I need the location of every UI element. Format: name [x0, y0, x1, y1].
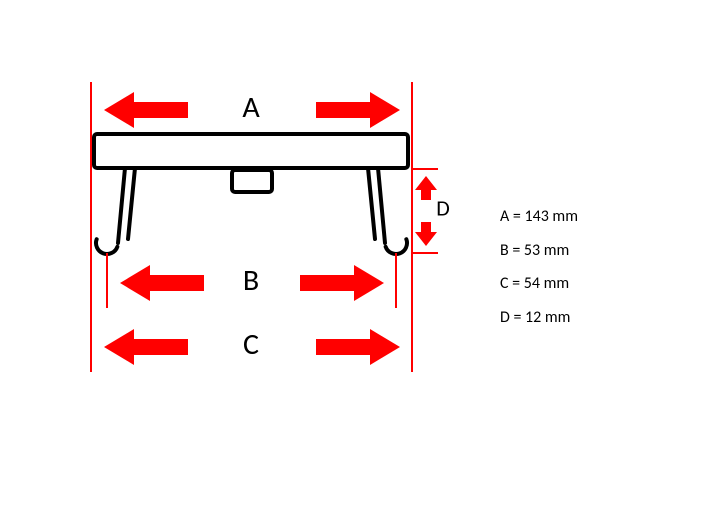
svg-text:D: D — [436, 194, 450, 221]
legend-row: B = 53 mm — [500, 234, 700, 268]
svg-text:B: B — [243, 262, 259, 299]
svg-text:A: A — [242, 89, 260, 126]
legend-row: D = 12 mm — [500, 301, 700, 335]
legend-row: A = 143 mm — [500, 200, 700, 234]
svg-text:C: C — [243, 326, 259, 363]
diagram-canvas: A BC D — [0, 0, 500, 500]
dimension-legend: A = 143 mm B = 53 mm C = 54 mm D = 12 mm — [500, 200, 700, 334]
legend-row: C = 54 mm — [500, 267, 700, 301]
